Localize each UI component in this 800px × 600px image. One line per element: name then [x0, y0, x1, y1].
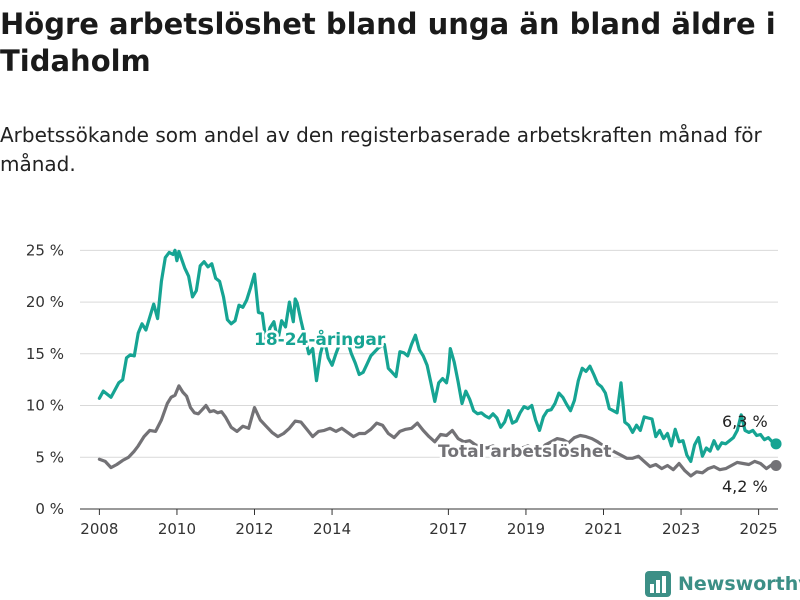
x-tick-label: 2012	[235, 520, 273, 538]
youth-series-line	[97, 248, 778, 463]
x-tick-label: 2010	[158, 520, 196, 538]
x-tick-label: 2019	[507, 520, 545, 538]
x-tick-label: 2017	[429, 520, 467, 538]
y-tick-label: 0 %	[35, 500, 64, 518]
total-end-label: 4,2 %	[722, 477, 768, 496]
total-series-line	[97, 384, 778, 478]
total-series-label: Total arbetslöshet	[438, 442, 612, 462]
y-tick-label: 10 %	[26, 397, 64, 415]
x-axis-ticks: 2008 2010 2012 2014 2017 2019 2021 2023 2025	[80, 509, 778, 538]
y-tick-label: 5 %	[35, 448, 64, 466]
x-tick-label: 2023	[662, 520, 700, 538]
y-tick-label: 15 %	[26, 345, 64, 363]
y-tick-label: 25 %	[26, 241, 64, 259]
gridlines	[80, 249, 778, 510]
chart-subtitle: Arbetssökande som andel av den registerb…	[0, 123, 762, 176]
brand-name: Newsworthy	[678, 573, 800, 595]
chart-title: Högre arbetslöshet bland unga än bland ä…	[0, 7, 776, 78]
series-labels: 18-24-åringar Total arbetslöshet 6,3 % 4,2 …	[252, 326, 768, 497]
bar-chart-icon	[645, 571, 671, 597]
total-end-point	[770, 460, 782, 472]
y-axis-ticks: 0 % 5 % 10 % 15 % 20 % 25 %	[26, 241, 64, 518]
youth-end-label: 6,3 %	[722, 412, 768, 431]
x-tick-label: 2021	[584, 520, 622, 538]
series-lines	[97, 248, 782, 478]
x-tick-label: 2014	[313, 520, 351, 538]
youth-series-label: 18-24-åringar	[254, 328, 386, 350]
x-tick-label: 2008	[80, 520, 118, 538]
youth-end-point	[770, 438, 782, 450]
y-tick-label: 20 %	[26, 293, 64, 311]
x-tick-label: 2025	[740, 520, 778, 538]
newsworthy-logo: Newsworthy	[645, 569, 800, 599]
